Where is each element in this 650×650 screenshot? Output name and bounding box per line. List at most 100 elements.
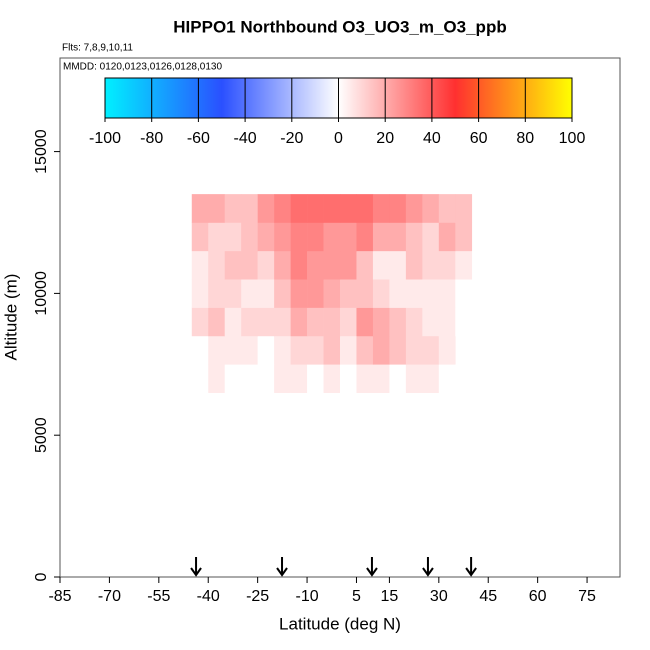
heat-cell bbox=[224, 222, 242, 252]
heat-cell bbox=[208, 250, 226, 280]
colorbar-tick-label: 60 bbox=[470, 130, 488, 147]
heat-cell bbox=[455, 222, 473, 252]
heat-cell bbox=[438, 307, 456, 337]
heat-cell bbox=[438, 279, 456, 308]
heat-cell bbox=[455, 279, 473, 308]
heat-cell bbox=[455, 250, 473, 280]
heat-cell bbox=[307, 222, 324, 252]
heat-cell bbox=[389, 307, 407, 337]
x-tick-label: -85 bbox=[48, 588, 71, 605]
heat-cell bbox=[422, 307, 440, 337]
heat-cell bbox=[405, 307, 423, 337]
heat-cell bbox=[422, 335, 440, 365]
heat-cell bbox=[405, 335, 423, 365]
heat-cell bbox=[307, 335, 324, 365]
heat-cell bbox=[405, 279, 423, 308]
heat-cell bbox=[389, 279, 407, 308]
heat-cell bbox=[208, 194, 226, 223]
heat-cell bbox=[224, 364, 242, 393]
heat-cell bbox=[191, 222, 209, 252]
heat-cell bbox=[274, 194, 291, 223]
heat-cell bbox=[257, 250, 275, 280]
heat-cell bbox=[372, 307, 390, 337]
marker-arrow bbox=[190, 557, 202, 577]
heat-cell bbox=[422, 222, 440, 252]
y-tick-label: 0 bbox=[33, 572, 50, 581]
heat-cell bbox=[438, 194, 456, 223]
heat-cell bbox=[340, 364, 357, 393]
x-tick-label: 30 bbox=[430, 588, 448, 605]
heat-cell bbox=[208, 307, 226, 337]
heat-cell bbox=[191, 194, 209, 223]
heat-cell bbox=[191, 307, 209, 337]
heat-cell bbox=[307, 194, 324, 223]
heat-cell bbox=[438, 364, 456, 393]
heat-cell bbox=[405, 222, 423, 252]
heat-cell bbox=[307, 364, 324, 393]
heat-cell bbox=[455, 307, 473, 337]
heat-cell bbox=[372, 250, 390, 280]
heat-cell bbox=[340, 279, 357, 308]
heat-cell bbox=[323, 364, 341, 393]
heat-cell bbox=[323, 307, 341, 337]
heat-cell bbox=[224, 279, 242, 308]
y-tick-label: 10000 bbox=[33, 271, 50, 316]
colorbar-tick-label: 40 bbox=[423, 130, 441, 147]
heat-cell bbox=[290, 279, 308, 308]
heat-cell bbox=[257, 222, 275, 252]
heat-cell bbox=[422, 279, 440, 308]
heat-cell bbox=[438, 250, 456, 280]
heat-cell bbox=[422, 250, 440, 280]
heat-cell bbox=[241, 250, 258, 280]
heat-cell bbox=[290, 222, 308, 252]
colorbar-tick-label: 100 bbox=[559, 130, 586, 147]
marker-arrow bbox=[465, 557, 477, 577]
heat-cell bbox=[290, 364, 308, 393]
heat-cell bbox=[307, 250, 324, 280]
x-tick-label: -55 bbox=[147, 588, 170, 605]
heat-cell bbox=[208, 279, 226, 308]
heat-cell bbox=[356, 307, 374, 337]
heat-cell bbox=[389, 194, 407, 223]
heat-cell bbox=[290, 335, 308, 365]
heat-cell bbox=[323, 222, 341, 252]
heat-cell bbox=[191, 279, 209, 308]
y-tick-label: 5000 bbox=[33, 417, 50, 453]
heat-cell bbox=[356, 222, 374, 252]
colorbar-tick-label: -80 bbox=[140, 130, 163, 147]
x-axis-label: Latitude (deg N) bbox=[279, 614, 401, 633]
marker-arrow bbox=[422, 557, 434, 577]
heat-cell bbox=[274, 222, 291, 252]
heat-cell bbox=[241, 335, 258, 365]
heat-cell bbox=[340, 194, 357, 223]
x-tick-label: 45 bbox=[479, 588, 497, 605]
heat-cell bbox=[224, 250, 242, 280]
heat-cell bbox=[191, 250, 209, 280]
colorbar-tick-label: -100 bbox=[89, 130, 121, 147]
heat-cell bbox=[356, 335, 374, 365]
heat-cell bbox=[455, 194, 473, 223]
heat-cell bbox=[290, 194, 308, 223]
heat-cell bbox=[372, 194, 390, 223]
heat-cell bbox=[257, 279, 275, 308]
x-tick-label: 60 bbox=[529, 588, 547, 605]
heat-cell bbox=[356, 279, 374, 308]
heat-cell bbox=[389, 250, 407, 280]
heat-cell bbox=[340, 307, 357, 337]
heat-cell bbox=[422, 194, 440, 223]
x-tick-label: -40 bbox=[197, 588, 220, 605]
heat-cell bbox=[257, 364, 275, 393]
plot-frame bbox=[59, 57, 621, 578]
heat-cell bbox=[257, 335, 275, 365]
heat-cell bbox=[372, 222, 390, 252]
heat-cell bbox=[274, 250, 291, 280]
heat-cell bbox=[372, 364, 390, 393]
heat-cell bbox=[323, 194, 341, 223]
heat-cell bbox=[340, 335, 357, 365]
heat-cell bbox=[405, 250, 423, 280]
heat-cell bbox=[274, 279, 291, 308]
heat-cell bbox=[405, 194, 423, 223]
colorbar-tick-label: 0 bbox=[334, 130, 343, 147]
y-axis-label: Altitude (m) bbox=[1, 274, 20, 361]
